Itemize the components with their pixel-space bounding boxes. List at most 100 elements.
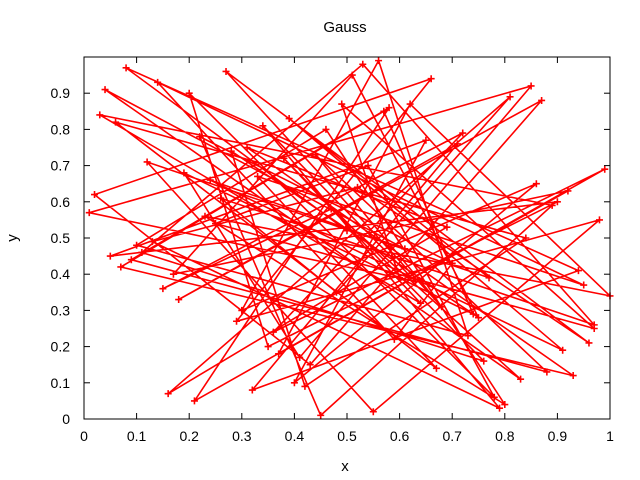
data-point-marker: [543, 368, 551, 376]
data-point-marker: [248, 386, 256, 394]
y-tick-label: 0.5: [51, 230, 71, 246]
y-tick-label: 0.3: [51, 302, 71, 318]
data-point-marker: [590, 325, 598, 332]
data-point-marker: [417, 299, 425, 307]
data-point-marker: [290, 379, 298, 387]
x-tick-label: 0.8: [495, 428, 515, 444]
data-point-marker: [506, 93, 514, 101]
data-point-marker: [169, 270, 177, 278]
data-point-marker: [238, 306, 246, 314]
data-point-marker: [317, 411, 325, 419]
x-tick-label: 0.2: [179, 428, 199, 444]
data-point-marker: [196, 133, 204, 141]
data-point-marker: [453, 140, 461, 148]
y-tick-label: 0.9: [51, 85, 71, 101]
data-point-marker: [164, 390, 172, 398]
data-point-marker: [275, 350, 283, 358]
data-point-marker: [475, 314, 482, 322]
data-point-marker: [217, 194, 225, 202]
data-point-marker: [432, 364, 440, 372]
x-tick-label: 0.3: [232, 428, 252, 444]
data-point-marker: [396, 274, 404, 282]
data-point-marker: [133, 241, 141, 249]
data-point-marker: [96, 111, 104, 119]
data-point-marker: [538, 96, 546, 104]
data-point-marker: [406, 100, 414, 108]
data-point-marker: [159, 285, 167, 293]
data-point-marker: [380, 107, 388, 115]
data-point-marker: [264, 343, 272, 351]
data-point-marker: [85, 209, 93, 217]
x-axis-label: x: [341, 458, 349, 475]
data-point-marker: [490, 393, 498, 401]
x-tick-label: 0.5: [337, 428, 357, 444]
plot-frame: [83, 56, 611, 420]
data-point-marker: [580, 281, 588, 289]
data-point-marker: [148, 238, 156, 246]
data-point-marker: [480, 357, 488, 365]
x-tick-label: 0: [80, 428, 88, 444]
data-point-marker: [574, 267, 582, 275]
data-point-marker: [411, 277, 419, 285]
data-point-marker: [127, 256, 135, 264]
data-point-marker: [106, 252, 114, 260]
data-point-marker: [564, 187, 572, 195]
data-point-marker: [175, 296, 183, 304]
data-point-marker: [443, 223, 451, 231]
data-point-marker: [180, 169, 188, 177]
data-point-marker: [154, 78, 162, 86]
data-point-marker: [259, 122, 267, 130]
x-tick-label: 0.9: [548, 428, 568, 444]
data-point-marker: [296, 353, 304, 361]
y-tick-label: 0.8: [51, 121, 71, 137]
data-point-marker: [496, 404, 504, 412]
data-point-marker: [585, 339, 593, 347]
data-point-marker: [464, 332, 472, 340]
data-point-marker: [201, 212, 209, 220]
data-point-marker: [348, 71, 356, 79]
data-point-marker: [112, 118, 120, 126]
data-point-marker: [559, 346, 567, 354]
data-point-marker: [595, 216, 603, 224]
data-point-marker: [91, 191, 99, 199]
data-point-marker: [548, 201, 556, 209]
data-point-marker: [354, 183, 362, 191]
data-point-marker: [527, 82, 535, 90]
data-point-marker: [117, 263, 125, 271]
data-point-marker: [601, 165, 609, 173]
data-point-marker: [233, 317, 241, 325]
y-tick-label: 0.2: [51, 339, 71, 355]
data-point-marker: [359, 60, 367, 68]
data-point-marker: [522, 234, 530, 242]
data-point-marker: [311, 151, 319, 159]
data-point-marker: [448, 259, 456, 267]
data-point-marker: [364, 162, 372, 170]
x-tick-label: 0.7: [442, 428, 462, 444]
y-tick-label: 0.7: [51, 158, 71, 174]
y-tick-label: 0: [62, 411, 70, 427]
data-point-marker: [459, 129, 467, 137]
data-point-marker: [322, 125, 330, 133]
y-tick-label: 0.6: [51, 194, 71, 210]
data-point-marker: [438, 303, 446, 311]
data-point-marker: [501, 401, 509, 409]
series-layer: [85, 57, 614, 419]
data-point-marker: [375, 57, 383, 65]
data-point-marker: [422, 136, 430, 144]
data-point-marker: [122, 64, 130, 72]
data-point-marker: [143, 158, 151, 166]
data-point-marker: [212, 220, 219, 228]
data-point-marker: [369, 408, 377, 416]
data-point-marker: [206, 176, 214, 184]
y-tick-label: 0.1: [51, 375, 71, 391]
data-point-marker: [332, 288, 340, 296]
chart-title: Gauss: [323, 19, 366, 36]
data-point-marker: [517, 375, 525, 383]
data-point-marker: [190, 397, 198, 405]
data-point-marker: [385, 104, 393, 112]
data-point-marker: [101, 86, 109, 94]
data-point-marker: [269, 328, 277, 336]
data-point-marker: [301, 382, 309, 390]
data-point-marker: [532, 180, 540, 188]
